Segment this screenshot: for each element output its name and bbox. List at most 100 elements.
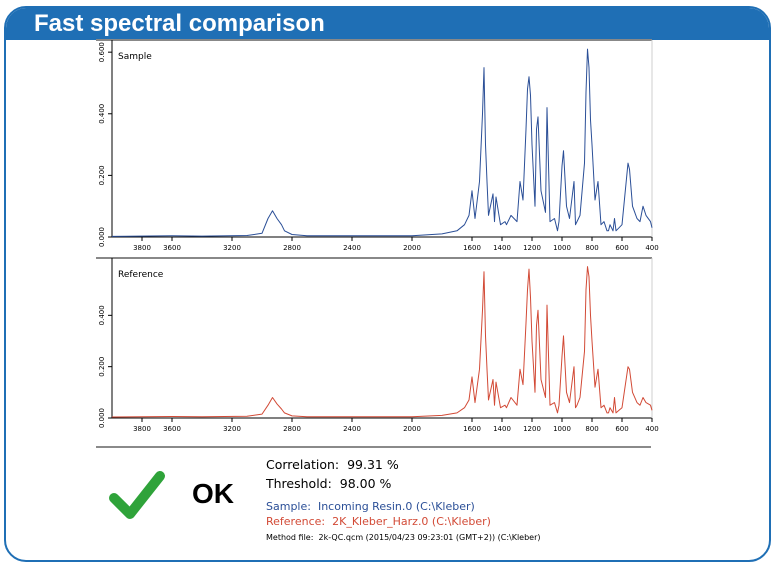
data-point	[614, 218, 615, 219]
x-tick-label: 1600	[463, 244, 481, 252]
data-point	[614, 397, 615, 398]
checkmark-icon	[109, 471, 165, 519]
y-tick-label: 0.000	[98, 408, 106, 428]
x-tick-label: 1400	[493, 425, 511, 433]
data-point	[272, 210, 273, 211]
data-point	[554, 218, 555, 219]
data-point	[506, 224, 507, 225]
x-tick-label: 2400	[343, 244, 361, 252]
data-point	[643, 397, 644, 398]
data-point	[604, 405, 605, 406]
data-point	[487, 181, 488, 182]
data-point	[608, 412, 609, 413]
data-point	[595, 200, 596, 201]
data-point	[652, 227, 653, 228]
x-tick-label: 3200	[223, 425, 241, 433]
data-point	[559, 221, 560, 222]
data-point	[538, 310, 539, 311]
data-point	[575, 224, 576, 225]
data-point	[469, 215, 470, 216]
method-file-value: 2k-QC.qcm (2015/04/23 09:23:01 (GMT+2)) …	[318, 533, 541, 542]
data-point	[610, 224, 611, 225]
data-point	[613, 230, 614, 231]
data-point	[640, 221, 641, 222]
data-point	[505, 405, 506, 406]
data-point	[550, 405, 551, 406]
data-point	[112, 417, 113, 418]
data-point	[268, 218, 269, 219]
data-point	[622, 407, 623, 408]
data-point	[488, 400, 489, 401]
data-point	[598, 181, 599, 182]
data-point	[580, 215, 581, 216]
data-point	[541, 379, 542, 380]
data-point	[592, 144, 593, 145]
data-point	[520, 369, 521, 370]
y-tick-label: 0.000	[98, 227, 106, 247]
x-tick-label: 800	[585, 244, 598, 252]
data-point	[541, 190, 542, 191]
data-point	[281, 224, 282, 225]
data-point	[530, 95, 531, 96]
data-point	[529, 76, 530, 77]
x-tick-label: 600	[615, 244, 628, 252]
reference-file-value: 2K_Kleber_Harz.0 (C:\Kleber)	[332, 515, 491, 528]
data-point	[496, 197, 497, 198]
data-point	[569, 402, 570, 403]
data-point	[547, 107, 548, 108]
correlation-value: 99.31 %	[347, 457, 399, 472]
data-point	[172, 416, 173, 417]
data-point	[580, 397, 581, 398]
data-point	[479, 369, 480, 370]
data-point	[595, 387, 596, 388]
data-point	[523, 384, 524, 385]
data-point	[604, 221, 605, 222]
data-point	[517, 405, 518, 406]
data-point	[292, 234, 293, 235]
x-tick-label: 800	[585, 425, 598, 433]
data-point	[557, 412, 558, 413]
data-point	[482, 113, 483, 114]
status-ok: OK	[192, 478, 234, 509]
data-point	[292, 415, 293, 416]
data-point	[307, 235, 308, 236]
y-tick-label: 0.200	[98, 165, 106, 185]
x-tick-label: 3800	[133, 244, 151, 252]
data-point	[494, 221, 495, 222]
data-point	[412, 235, 413, 236]
data-point	[598, 369, 599, 370]
correlation-row: Correlation: 99.31 %	[266, 457, 399, 472]
x-tick-label: 600	[615, 425, 628, 433]
data-point	[442, 233, 443, 234]
x-tick-label: 1200	[523, 244, 541, 252]
data-point	[511, 215, 512, 216]
x-tick-label: 400	[645, 244, 658, 252]
x-tick-label: 3600	[163, 244, 181, 252]
x-tick-label: 3800	[133, 425, 151, 433]
data-point	[262, 414, 263, 415]
series-label: Reference	[118, 270, 164, 280]
y-tick-label: 0.600	[98, 42, 106, 62]
data-point	[535, 206, 536, 207]
data-point	[584, 351, 585, 352]
data-point	[628, 163, 629, 164]
data-point	[643, 206, 644, 207]
data-point	[566, 392, 567, 393]
data-point	[586, 289, 587, 290]
data-point	[632, 392, 633, 393]
data-point	[112, 236, 113, 237]
data-point	[619, 227, 620, 228]
x-tick-label: 1000	[553, 425, 571, 433]
data-point	[457, 230, 458, 231]
data-point	[469, 400, 470, 401]
data-point	[607, 412, 608, 413]
x-tick-label: 2800	[283, 425, 301, 433]
x-tick-label: 2400	[343, 425, 361, 433]
data-point	[520, 181, 521, 182]
data-point	[494, 405, 495, 406]
data-point	[496, 382, 497, 383]
data-point	[457, 412, 458, 413]
data-point	[247, 235, 248, 236]
data-point	[517, 221, 518, 222]
